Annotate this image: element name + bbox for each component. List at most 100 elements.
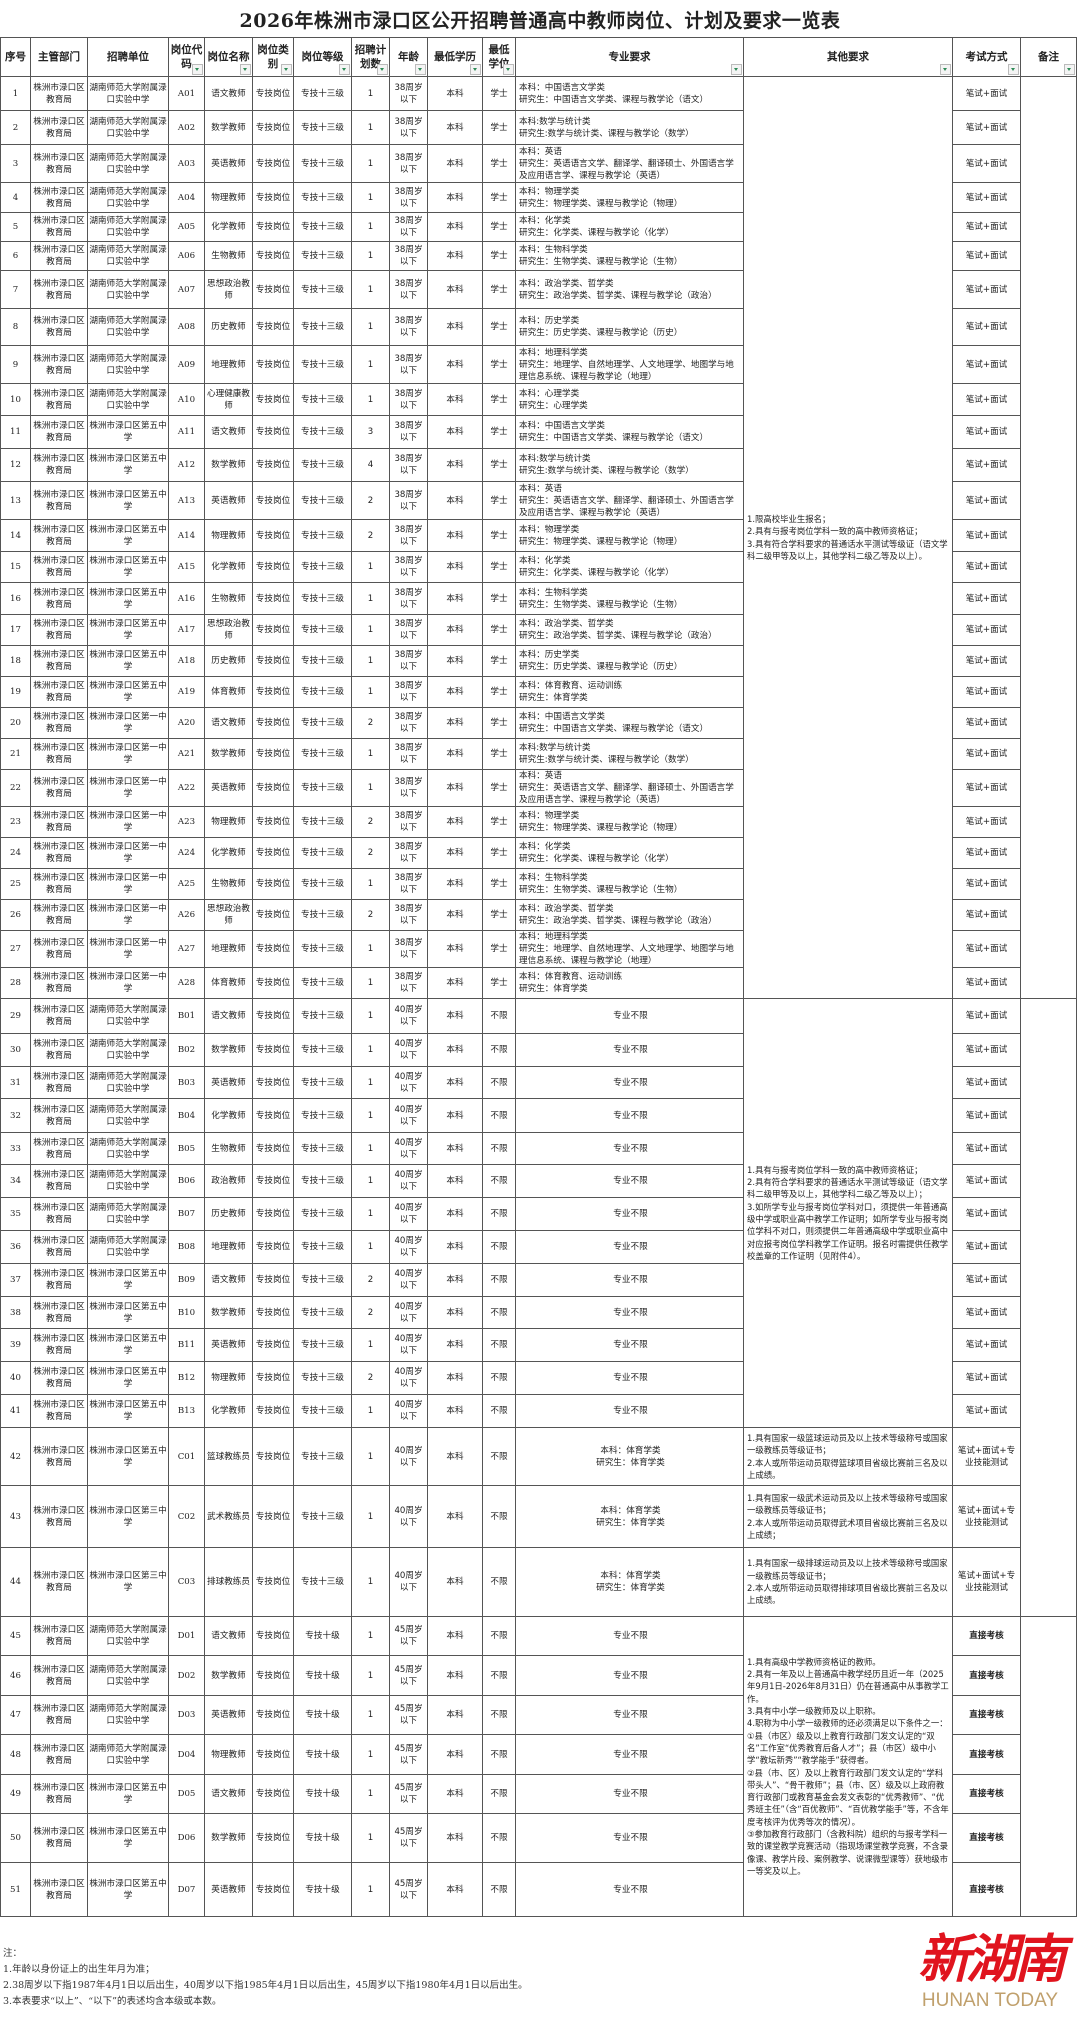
position-type: 专技岗位 xyxy=(252,868,294,900)
age-limit: 40周岁以下 xyxy=(389,1263,428,1297)
position-name: 语文教师 xyxy=(204,76,253,111)
other-requirements-cell: 1.具有国家一级武术运动员及以上技术等级称号或国家一级教练员等级证书； 2.本人… xyxy=(743,1485,953,1548)
unit: 株洲市渌口区第五中学 xyxy=(87,582,169,615)
min-education: 本科 xyxy=(427,415,483,449)
row-number: 35 xyxy=(0,1197,31,1231)
department: 株洲市渌口区教育局 xyxy=(30,998,88,1034)
unit: 湖南师范大学附属渌口实验中学 xyxy=(87,1164,169,1198)
filter-dropdown-icon[interactable] xyxy=(940,64,951,75)
major-requirement: 专业不限 xyxy=(515,1033,744,1067)
column-header-position-code: 岗位代码 xyxy=(168,37,205,77)
min-education: 本科 xyxy=(427,1361,483,1395)
position-type: 专技岗位 xyxy=(252,1361,294,1395)
filter-dropdown-icon[interactable] xyxy=(339,64,350,75)
position-name: 化学教师 xyxy=(204,212,253,242)
filter-dropdown-icon[interactable] xyxy=(377,64,388,75)
table-row: 43 株洲市渌口区教育局 株洲市渌口区第三中学 C02 武术教练员 专技岗位 专技十三级 1 4… xyxy=(0,1485,1077,1548)
position-type: 专技岗位 xyxy=(252,448,294,482)
page-title: 2026年株洲市渌口区公开招聘普通高中教师岗位、计划及要求一览表 xyxy=(239,10,841,32)
filter-dropdown-icon[interactable] xyxy=(1008,64,1019,75)
filter-dropdown-icon[interactable] xyxy=(240,64,251,75)
filter-dropdown-icon[interactable] xyxy=(731,64,742,75)
major-requirement: 本科：中国语言文学类 研究生：中国语言文学类、课程与教学论（语文） xyxy=(515,707,744,739)
position-name: 英语教师 xyxy=(204,1328,253,1362)
exam-method: 笔试+面试 xyxy=(952,270,1021,309)
exam-method: 笔试+面试 xyxy=(952,1230,1021,1264)
position-type: 专技岗位 xyxy=(252,1485,294,1548)
min-education: 本科 xyxy=(427,806,483,838)
exam-method: 笔试+面试 xyxy=(952,707,1021,739)
min-degree: 学士 xyxy=(482,806,516,838)
position-code: B08 xyxy=(168,1230,205,1264)
filter-dropdown-icon[interactable] xyxy=(281,64,292,75)
plan-count: 1 xyxy=(351,1164,390,1198)
unit: 湖南师范大学附属渌口实验中学 xyxy=(87,1197,169,1231)
position-level: 专技十三级 xyxy=(293,614,352,646)
table-row: 39 株洲市渌口区教育局 株洲市渌口区第五中学 B11 英语教师 专技岗位 专技十三级 1 40… xyxy=(0,1328,1077,1362)
position-code: A07 xyxy=(168,270,205,309)
department: 株洲市渌口区教育局 xyxy=(30,967,88,999)
position-level: 专技十三级 xyxy=(293,868,352,900)
age-limit: 38周岁以下 xyxy=(389,837,428,869)
position-level: 专技十三级 xyxy=(293,967,352,999)
min-degree: 不限 xyxy=(482,1485,516,1548)
position-level: 专技十三级 xyxy=(293,582,352,615)
unit: 湖南师范大学附属渌口实验中学 xyxy=(87,383,169,416)
row-number: 23 xyxy=(0,806,31,838)
filter-dropdown-icon[interactable] xyxy=(192,64,203,75)
department: 株洲市渌口区教育局 xyxy=(30,241,88,271)
exam-method: 笔试+面试 xyxy=(952,1197,1021,1231)
min-education: 本科 xyxy=(427,738,483,770)
position-code: C02 xyxy=(168,1485,205,1548)
major-requirement: 本科：体育教育、运动训练 研究生：体育学类 xyxy=(515,967,744,999)
min-education: 本科 xyxy=(427,76,483,111)
plan-count: 1 xyxy=(351,212,390,242)
exam-method: 笔试+面试+专业技能测试 xyxy=(952,1427,1021,1486)
row-number: 47 xyxy=(0,1695,31,1735)
table-row: 34 株洲市渌口区教育局 湖南师范大学附属渌口实验中学 B06 政治教师 专技岗位 专技十三… xyxy=(0,1164,1077,1198)
exam-method: 笔试+面试 xyxy=(952,1132,1021,1165)
min-degree: 不限 xyxy=(482,1813,516,1863)
position-name: 英语教师 xyxy=(204,1695,253,1735)
age-limit: 38周岁以下 xyxy=(389,481,428,520)
position-type: 专技岗位 xyxy=(252,1616,294,1656)
position-level: 专技十三级 xyxy=(293,1361,352,1395)
plan-count: 1 xyxy=(351,1695,390,1735)
position-name: 生物教师 xyxy=(204,1132,253,1165)
filter-dropdown-icon[interactable] xyxy=(1064,64,1075,75)
table-row: 35 株洲市渌口区教育局 湖南师范大学附属渌口实验中学 B07 历史教师 专技岗位 专技十三… xyxy=(0,1197,1077,1231)
filter-dropdown-icon[interactable] xyxy=(415,64,426,75)
exam-method: 笔试+面试 xyxy=(952,383,1021,416)
header-row: 序号 主管部门 招聘单位 岗位代码 岗位名称 岗位类别 岗位等级 招聘计划数 年龄 最低学历 最低学… xyxy=(0,37,1077,77)
filter-dropdown-icon[interactable] xyxy=(470,64,481,75)
age-limit: 38周岁以下 xyxy=(389,738,428,770)
position-code: A02 xyxy=(168,110,205,145)
min-degree: 学士 xyxy=(482,383,516,416)
major-requirement: 本科：体育学类 研究生：体育学类 xyxy=(515,1547,744,1617)
filter-dropdown-icon[interactable] xyxy=(503,64,514,75)
position-name: 语文教师 xyxy=(204,998,253,1034)
min-degree: 学士 xyxy=(482,645,516,677)
min-education: 本科 xyxy=(427,212,483,242)
unit: 株洲市渌口区第五中学 xyxy=(87,645,169,677)
unit: 湖南师范大学附属渌口实验中学 xyxy=(87,182,169,213)
age-limit: 38周岁以下 xyxy=(389,270,428,309)
min-education: 本科 xyxy=(427,967,483,999)
row-number: 44 xyxy=(0,1547,31,1617)
position-type: 专技岗位 xyxy=(252,1230,294,1264)
age-limit: 38周岁以下 xyxy=(389,383,428,416)
min-education: 本科 xyxy=(427,1066,483,1099)
position-type: 专技岗位 xyxy=(252,345,294,384)
min-degree: 学士 xyxy=(482,837,516,869)
position-type: 专技岗位 xyxy=(252,76,294,111)
position-code: A20 xyxy=(168,707,205,739)
position-name: 英语教师 xyxy=(204,481,253,520)
row-number: 13 xyxy=(0,481,31,520)
major-requirement: 专业不限 xyxy=(515,1328,744,1362)
row-number: 40 xyxy=(0,1361,31,1395)
position-level: 专技十三级 xyxy=(293,1197,352,1231)
plan-count: 2 xyxy=(351,481,390,520)
department: 株洲市渌口区教育局 xyxy=(30,738,88,770)
department: 株洲市渌口区教育局 xyxy=(30,806,88,838)
min-degree: 学士 xyxy=(482,769,516,807)
